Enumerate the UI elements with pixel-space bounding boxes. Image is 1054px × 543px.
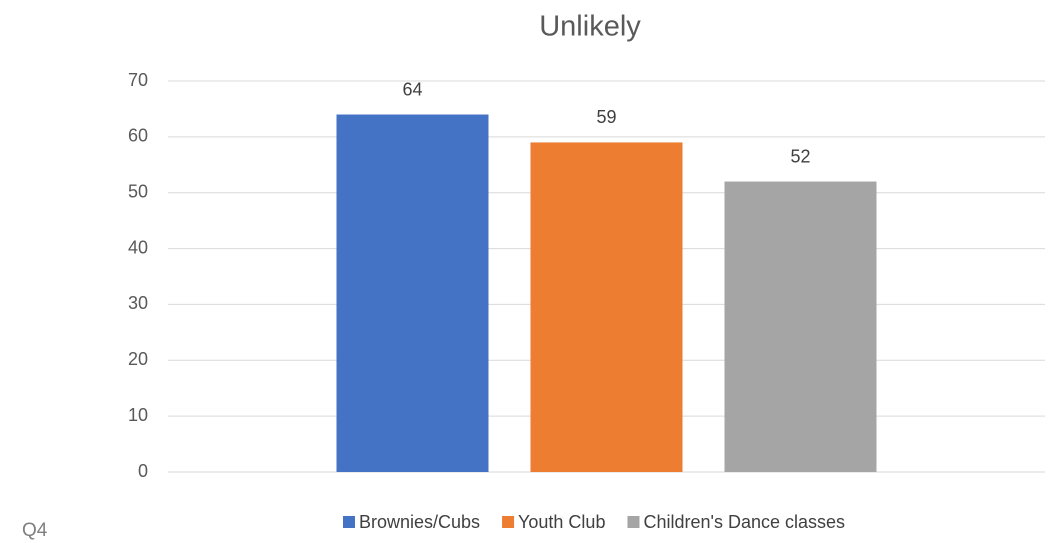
- legend-label: Youth Club: [518, 512, 605, 532]
- y-tick-label: 30: [128, 293, 148, 313]
- y-tick-label: 0: [138, 461, 148, 481]
- y-tick-label: 10: [128, 405, 148, 425]
- y-tick-label: 40: [128, 237, 148, 257]
- annotation: Q4: [22, 520, 48, 541]
- y-tick-label: 60: [128, 126, 148, 146]
- y-tick-label: 70: [128, 70, 148, 90]
- legend-label: Children's Dance classes: [643, 512, 845, 532]
- legend-label: Brownies/Cubs: [359, 512, 480, 532]
- y-tick-label: 50: [128, 181, 148, 201]
- value-label: 64: [402, 79, 422, 99]
- y-tick-label: 20: [128, 349, 148, 369]
- value-label: 52: [790, 146, 810, 166]
- value-label: 59: [596, 107, 616, 127]
- bar: [530, 142, 683, 472]
- legend-swatch: [342, 516, 355, 528]
- bar: [336, 114, 489, 472]
- chart-title: Unlikely: [539, 11, 641, 43]
- legend-swatch: [502, 516, 515, 528]
- bar: [724, 181, 877, 473]
- legend-swatch: [627, 516, 640, 528]
